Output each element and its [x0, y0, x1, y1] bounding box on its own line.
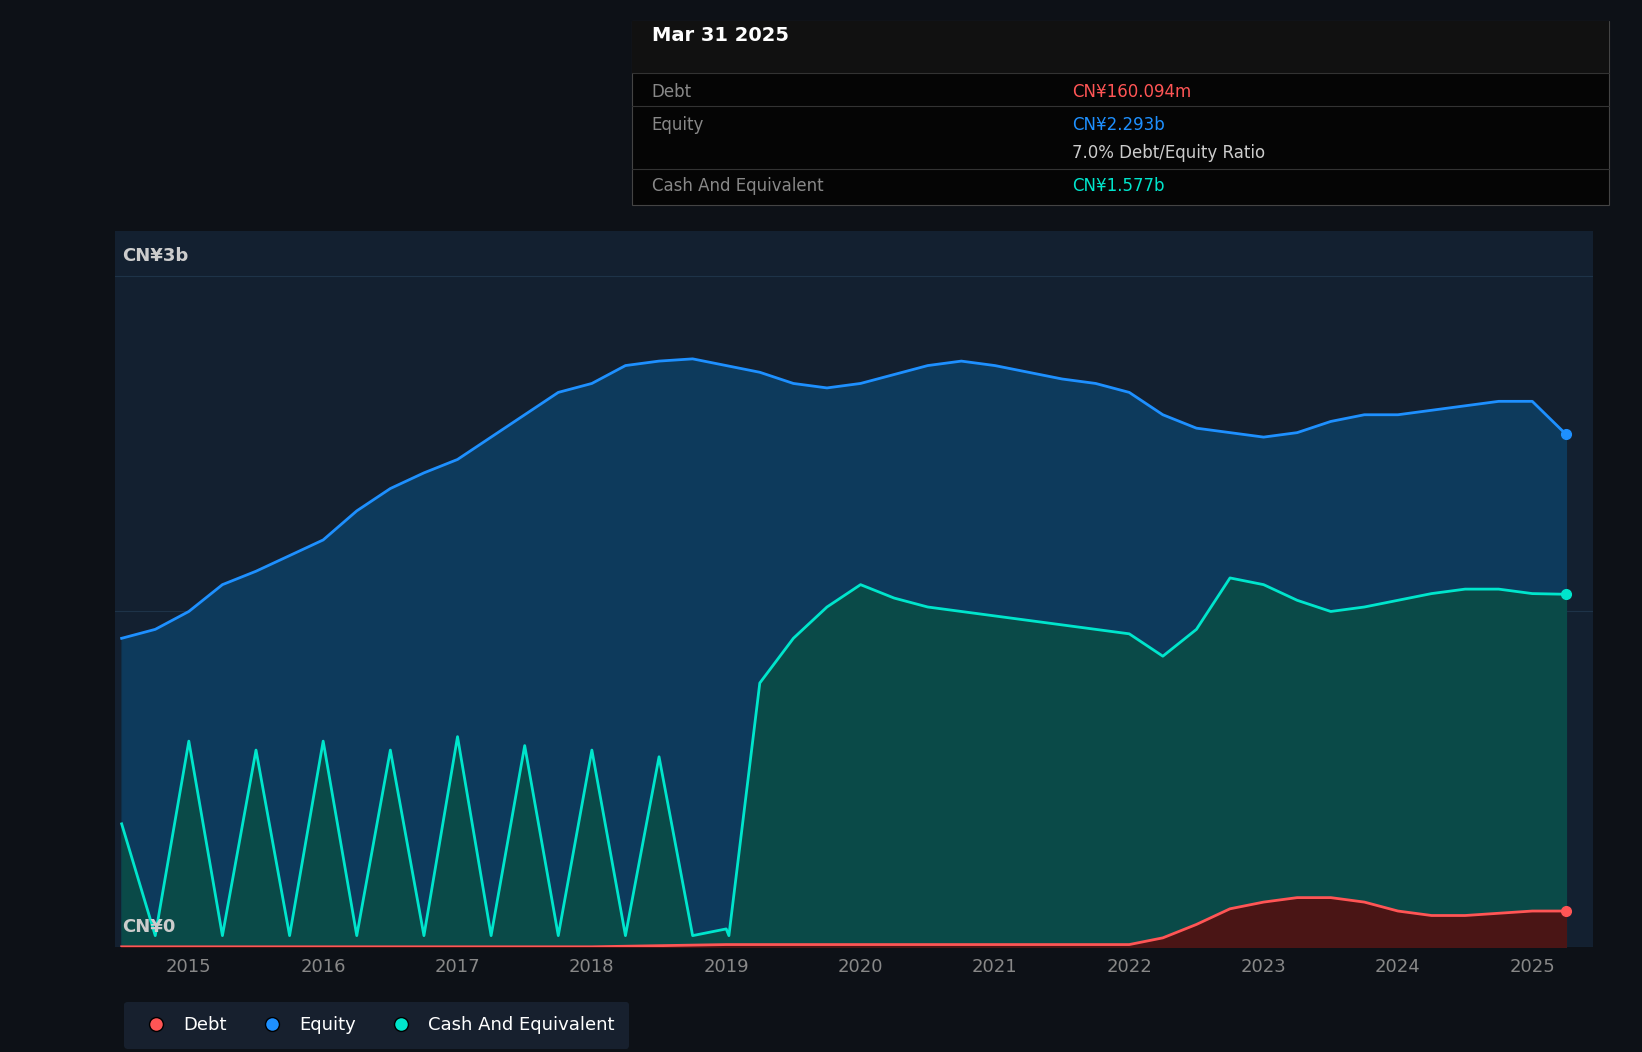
Text: CN¥3b: CN¥3b	[123, 247, 189, 265]
Text: Cash And Equivalent: Cash And Equivalent	[652, 177, 824, 195]
Text: 7.0% Debt/Equity Ratio: 7.0% Debt/Equity Ratio	[1072, 144, 1264, 162]
Text: Debt: Debt	[652, 82, 691, 101]
Text: Equity: Equity	[652, 116, 704, 134]
Text: CN¥0: CN¥0	[123, 917, 176, 935]
Text: CN¥160.094m: CN¥160.094m	[1072, 82, 1190, 101]
Text: Mar 31 2025: Mar 31 2025	[652, 26, 788, 45]
Text: CN¥1.577b: CN¥1.577b	[1072, 177, 1164, 195]
Text: CN¥2.293b: CN¥2.293b	[1072, 116, 1164, 134]
Legend: Debt, Equity, Cash And Equivalent: Debt, Equity, Cash And Equivalent	[123, 1002, 629, 1049]
